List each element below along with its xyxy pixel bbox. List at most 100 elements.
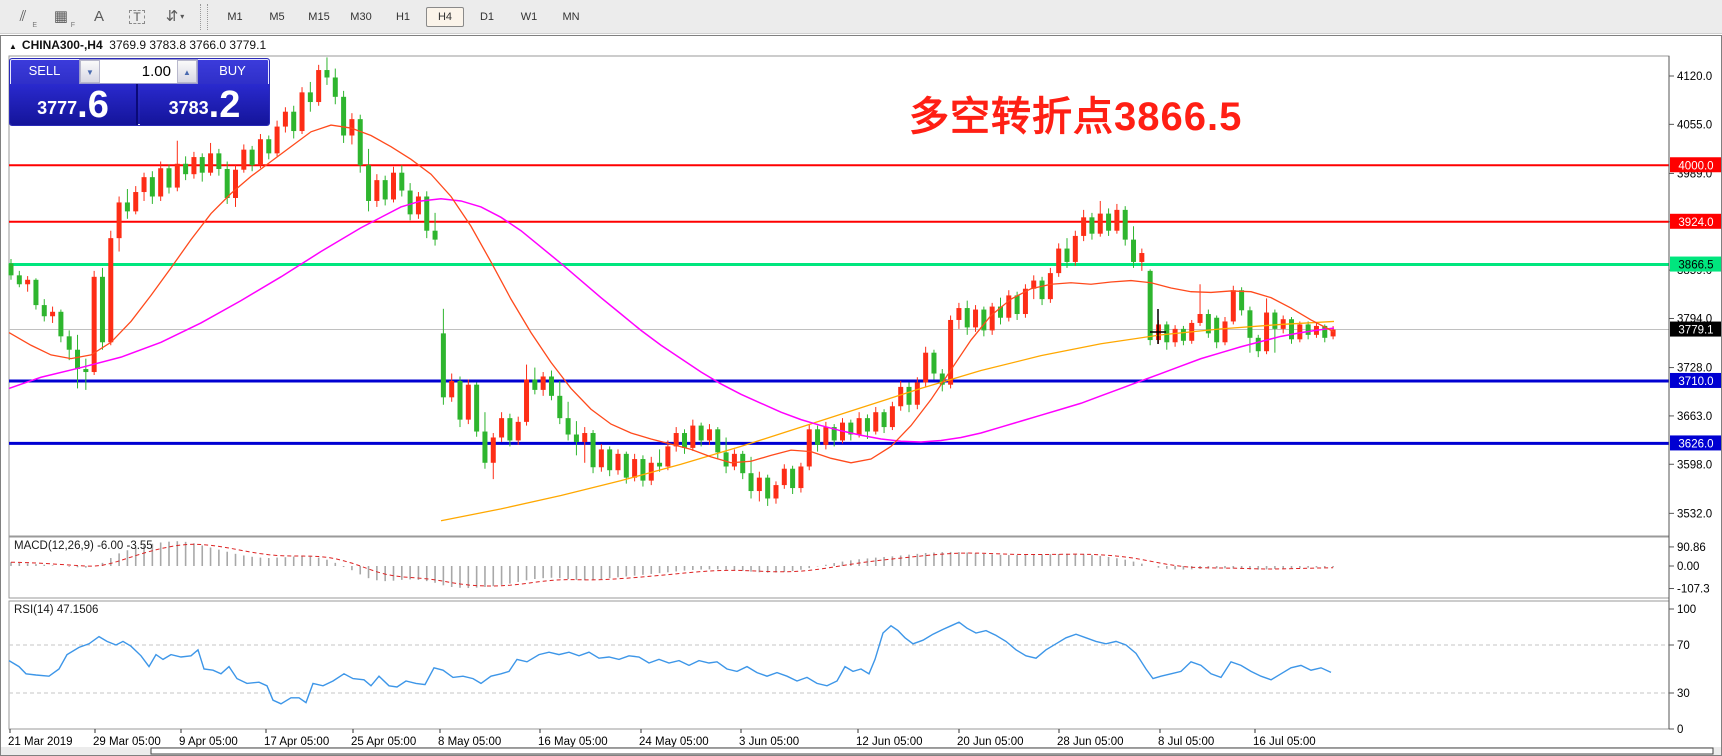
candle-body	[515, 421, 521, 441]
text-label-icon[interactable]: A	[93, 8, 104, 25]
time-tick-label: 21 Mar 2019	[8, 736, 73, 748]
timeframe-button-w1[interactable]: W1	[520, 10, 538, 23]
buy-price-frac: .2	[208, 84, 241, 126]
candle-body	[357, 119, 363, 166]
candle-body	[116, 202, 122, 239]
timeframe-button-m30[interactable]: M30	[350, 10, 372, 23]
macd-histogram	[10, 541, 1334, 589]
rsi-axis-label: 30	[1677, 688, 1690, 700]
candle-body	[349, 119, 355, 136]
buy-button[interactable]: BUY	[198, 59, 267, 85]
candle-body	[1022, 288, 1028, 315]
sell-button[interactable]: SELL	[10, 59, 79, 85]
candle-body	[208, 153, 214, 173]
candle-body	[274, 126, 280, 154]
macd-axis-label: -107.3	[1677, 584, 1710, 596]
volume-decrease-button[interactable]: ▼	[80, 60, 100, 83]
candle-body	[66, 336, 72, 350]
candle-body	[615, 453, 621, 471]
timeframe-button-h1[interactable]: H1	[395, 10, 411, 23]
price-tick-label: 3728.0	[1677, 363, 1712, 375]
timeframe-button-m1[interactable]: M1	[227, 10, 243, 23]
candle-body	[540, 376, 546, 390]
collapse-panel-icon[interactable]: ▲	[9, 42, 17, 51]
candle-body	[482, 431, 488, 463]
candle-body	[241, 149, 247, 170]
candle-body	[781, 468, 787, 486]
time-tick-label: 17 Apr 05:00	[264, 736, 329, 748]
candle-body	[440, 333, 446, 398]
candle-body	[449, 380, 455, 398]
candle-body	[474, 384, 480, 432]
candle-body	[973, 309, 979, 328]
candle-body	[632, 459, 638, 478]
price-tick-label: 4120.0	[1677, 71, 1712, 83]
candle-body	[1106, 213, 1112, 231]
buy-price-main: 3783	[168, 98, 209, 118]
timeframe-button-mn[interactable]: MN	[562, 10, 580, 23]
sell-price-display[interactable]: 3777.6	[10, 84, 138, 125]
macd-signal-line	[10, 543, 1334, 587]
candle-body	[1031, 280, 1037, 289]
time-tick-label: 29 Mar 05:00	[93, 736, 161, 748]
candle-body	[1114, 209, 1120, 231]
candle-body	[199, 157, 205, 173]
timeframe-button-m5[interactable]: M5	[269, 10, 285, 23]
arrows-objects-icon[interactable]: ⇵ ▾	[165, 8, 185, 25]
candle-body	[931, 352, 937, 374]
candle-body	[216, 153, 222, 169]
rsi-label: RSI(14) 47.1506	[14, 604, 99, 616]
candle-body	[1172, 328, 1178, 343]
candle-body	[731, 453, 737, 467]
time-tick-label: 12 Jun 05:00	[856, 736, 923, 748]
time-tick-label: 8 Jul 05:00	[1158, 736, 1214, 748]
candlestick-series	[8, 57, 1336, 506]
timeframe-button-h4[interactable]: H4	[426, 6, 464, 27]
volume-increase-button[interactable]: ▲	[177, 60, 197, 83]
candle-body	[507, 418, 513, 441]
price-badge-label: 4000.0	[1678, 160, 1713, 172]
candle-body	[25, 279, 31, 285]
time-tick-label: 8 May 05:00	[438, 736, 501, 748]
price-tick-label: 3598.0	[1677, 459, 1712, 471]
candle-body	[756, 477, 762, 492]
candle-body	[1289, 319, 1295, 340]
chart-annotation-text: 多空转折点3866.5	[909, 95, 1243, 139]
candle-body	[790, 468, 796, 489]
price-badge	[1670, 213, 1721, 229]
candle-body	[723, 452, 729, 467]
candle-body	[224, 168, 230, 198]
candle-body	[374, 180, 380, 201]
toolbar-separator	[200, 3, 208, 30]
candle-body	[390, 172, 396, 200]
candle-body	[1072, 235, 1078, 262]
price-badge-label: 3866.5	[1678, 260, 1713, 272]
candle-body	[1006, 295, 1012, 318]
price-badge	[1670, 435, 1721, 451]
candle-body	[1039, 280, 1045, 300]
scrollbar-thumb[interactable]	[150, 747, 1714, 755]
rsi-axis-label: 100	[1677, 604, 1696, 616]
timeframe-button-d1[interactable]: D1	[479, 10, 495, 23]
grid-icon[interactable]: ▦ F	[53, 8, 75, 29]
rsi-line	[8, 621, 1332, 705]
candle-body	[548, 376, 554, 396]
candle-body	[898, 386, 904, 407]
candle-body	[332, 77, 338, 97]
candle-body	[532, 379, 538, 390]
candle-body	[524, 379, 530, 422]
candle-body	[657, 462, 663, 467]
macd-axis-label: 90.86	[1677, 542, 1706, 554]
crosshair-indicator-icon[interactable]: ⫽ E	[19, 8, 37, 29]
candle-body	[58, 311, 64, 337]
candle-body	[124, 202, 130, 212]
price-badge-label: 3779.1	[1678, 325, 1713, 337]
candle-body	[1322, 325, 1328, 338]
timeframe-button-m15[interactable]: M15	[308, 10, 330, 23]
candle-body	[1122, 209, 1128, 240]
text-box-icon[interactable]: T	[122, 5, 152, 29]
volume-input[interactable]	[100, 60, 177, 83]
buy-price-display[interactable]: 3783.2	[140, 84, 269, 125]
candle-body	[557, 395, 563, 419]
